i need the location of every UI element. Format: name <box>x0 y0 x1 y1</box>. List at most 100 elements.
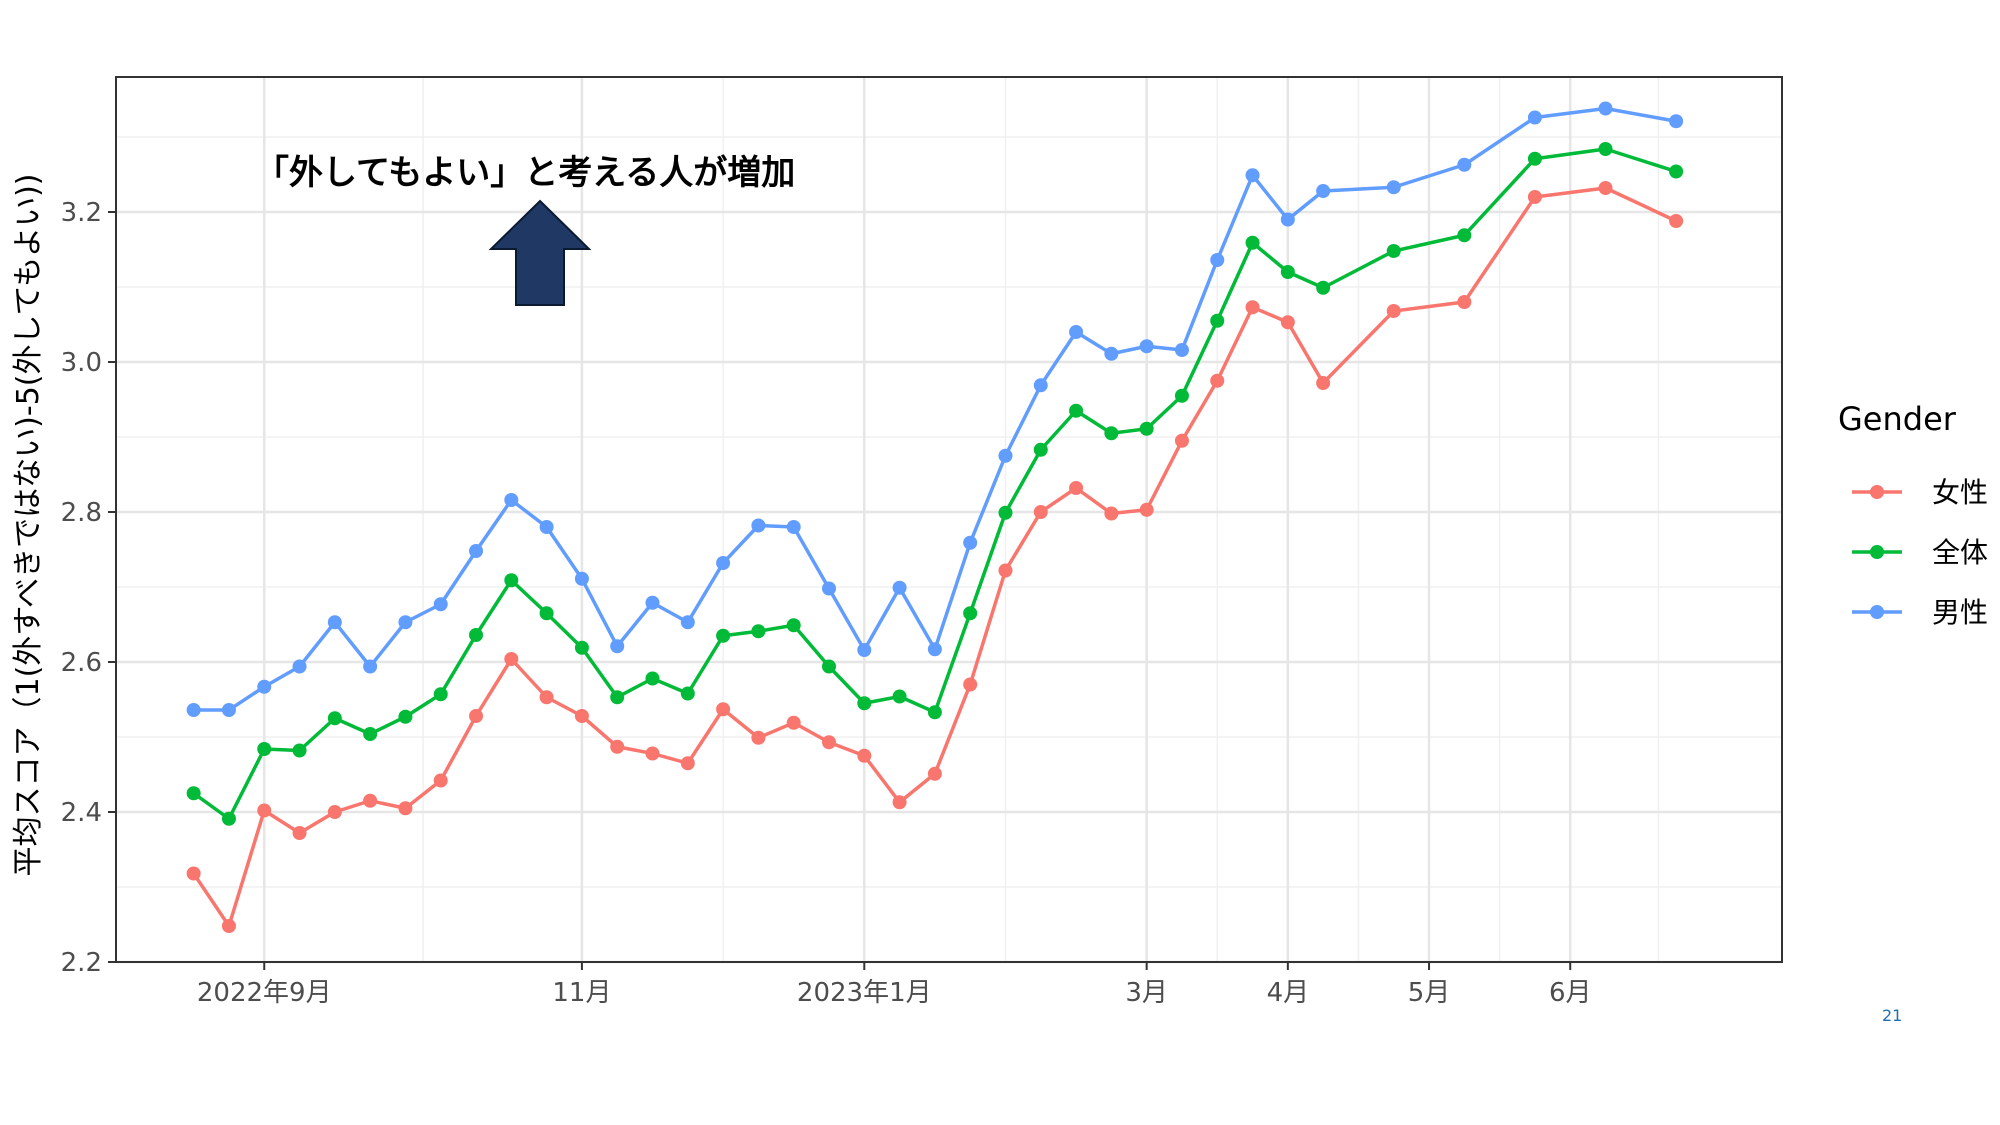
data-point <box>469 709 484 723</box>
minor-gridlines <box>116 77 1782 962</box>
data-point <box>1386 180 1401 195</box>
data-point <box>680 756 695 771</box>
data-point <box>892 689 907 704</box>
data-point <box>1245 300 1260 315</box>
x-tick-label: 3月 <box>1125 978 1168 1008</box>
data-point <box>1139 339 1154 354</box>
series-line <box>192 186 1677 928</box>
data-point <box>857 643 872 657</box>
data-point <box>1280 315 1295 330</box>
data-point <box>469 544 484 558</box>
data-point <box>786 715 801 730</box>
data-point <box>398 615 413 630</box>
y-tick-label: 2.2 <box>61 948 102 978</box>
series-女性 <box>186 181 1684 933</box>
data-point <box>751 730 766 745</box>
series-全体 <box>186 142 1684 826</box>
data-point <box>892 580 907 595</box>
data-point <box>186 866 201 881</box>
x-tick-label: 4月 <box>1267 978 1310 1008</box>
data-point <box>221 919 236 933</box>
data-point <box>1669 164 1684 179</box>
data-point <box>1033 378 1048 393</box>
data-point <box>186 786 201 801</box>
data-point <box>610 690 625 705</box>
data-point <box>1174 388 1189 403</box>
x-tick-label: 2022年9月 <box>197 978 332 1008</box>
data-point <box>892 795 907 810</box>
data-point <box>1457 228 1472 243</box>
data-point <box>1457 295 1472 309</box>
data-point <box>998 448 1013 463</box>
y-tick-label: 3.2 <box>61 198 102 228</box>
data-point <box>1069 403 1084 418</box>
data-point <box>469 628 484 642</box>
data-point <box>1210 253 1225 267</box>
data-point <box>1139 421 1154 436</box>
data-point <box>292 743 307 758</box>
data-point <box>398 709 413 724</box>
data-point <box>963 677 978 692</box>
data-point <box>257 679 272 694</box>
annotation-text: 「外してもよい」と考える人が増加 <box>255 153 795 193</box>
major-gridlines <box>116 77 1782 964</box>
data-point <box>504 652 519 666</box>
data-point <box>1033 505 1048 519</box>
data-point <box>1033 442 1048 457</box>
data-point <box>1316 184 1331 198</box>
data-point <box>1139 502 1154 517</box>
data-point <box>1210 313 1225 328</box>
data-point <box>963 535 978 550</box>
legend-key-point <box>1870 605 1884 619</box>
data-point <box>257 742 272 756</box>
data-point <box>1316 376 1331 390</box>
data-point <box>1669 214 1684 228</box>
data-point <box>963 606 978 621</box>
data-point <box>1527 190 1542 204</box>
y-tick-label: 3.0 <box>61 348 102 378</box>
data-point <box>327 805 342 819</box>
data-point <box>539 606 554 621</box>
data-point <box>1669 114 1684 129</box>
y-tick-label: 2.6 <box>61 648 102 678</box>
data-point <box>1598 181 1613 195</box>
data-point <box>716 628 731 643</box>
data-point <box>574 709 589 723</box>
series-男性 <box>186 101 1684 717</box>
data-point <box>504 573 519 588</box>
series-layer <box>186 101 1684 933</box>
data-point <box>680 615 695 630</box>
data-point <box>574 640 589 655</box>
data-point <box>221 811 236 826</box>
data-point <box>1245 235 1260 250</box>
y-tick-label: 2.4 <box>61 798 102 828</box>
data-point <box>998 563 1013 578</box>
data-point <box>610 639 625 654</box>
legend-key-point <box>1870 485 1884 499</box>
legend-label: 全体 <box>1932 536 1988 569</box>
data-point <box>998 505 1013 520</box>
data-point <box>1457 157 1472 172</box>
data-point <box>574 571 589 586</box>
data-point <box>327 711 342 726</box>
data-point <box>1280 212 1295 227</box>
data-point <box>327 615 342 630</box>
data-point <box>221 703 236 717</box>
legend-label: 男性 <box>1932 596 1988 629</box>
y-axis-title: 平均スコア（1(外すべきではない)-5(外してもよい)) <box>11 173 46 876</box>
data-point <box>1598 101 1613 116</box>
x-tick-label: 5月 <box>1408 978 1451 1008</box>
data-point <box>257 803 272 818</box>
data-point <box>1104 426 1119 441</box>
legend-key-point <box>1870 545 1884 559</box>
data-point <box>433 687 448 702</box>
data-point <box>363 659 378 674</box>
data-point <box>1280 265 1295 279</box>
legend-label: 女性 <box>1932 476 1988 509</box>
data-point <box>821 581 836 596</box>
data-point <box>751 518 766 533</box>
data-point <box>821 735 836 750</box>
data-point <box>1527 151 1542 166</box>
data-point <box>1245 168 1260 183</box>
